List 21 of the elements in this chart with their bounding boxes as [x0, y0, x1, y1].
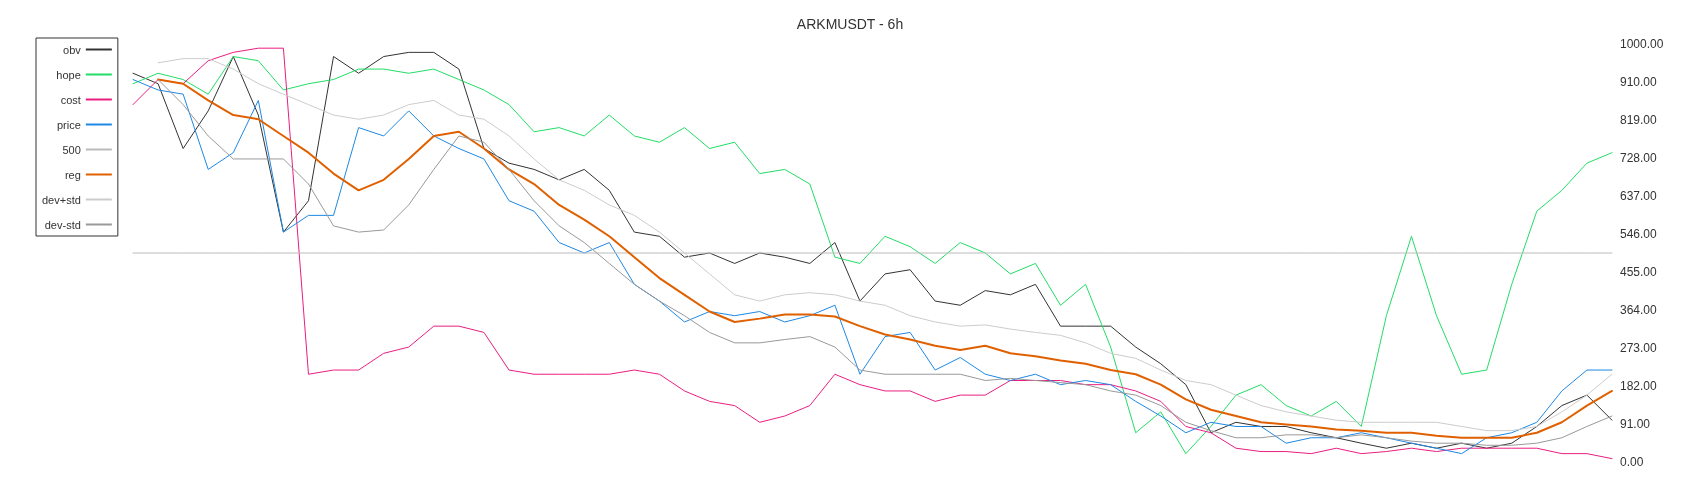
legend-label: 500	[62, 143, 81, 156]
y-tick-label: 819.00	[1620, 112, 1658, 127]
y-tick-label: 728.00	[1620, 150, 1658, 165]
legend-label: dev-std	[44, 218, 81, 231]
y-tick-label: 182.00	[1620, 378, 1658, 393]
y-tick-label: 455.00	[1620, 264, 1658, 279]
y-tick-label: 91.00	[1620, 416, 1651, 431]
chart-title: ARKMUSDT - 6h	[796, 16, 904, 32]
y-tick-label: 546.00	[1620, 226, 1658, 241]
legend-label: cost	[60, 93, 81, 106]
y-tick-label: 273.00	[1620, 340, 1658, 355]
legend-label: price	[56, 118, 81, 131]
legend-label: dev+std	[41, 193, 81, 206]
y-tick-label: 0.00	[1620, 455, 1644, 469]
y-tick-label: 1000.00	[1620, 37, 1664, 51]
y-tick-label: 637.00	[1620, 188, 1658, 203]
y-tick-label: 910.00	[1620, 74, 1658, 89]
legend-label: hope	[56, 68, 81, 81]
legend-label: obv	[63, 43, 82, 56]
legend-label: reg	[64, 168, 81, 181]
y-tick-label: 364.00	[1620, 302, 1658, 317]
